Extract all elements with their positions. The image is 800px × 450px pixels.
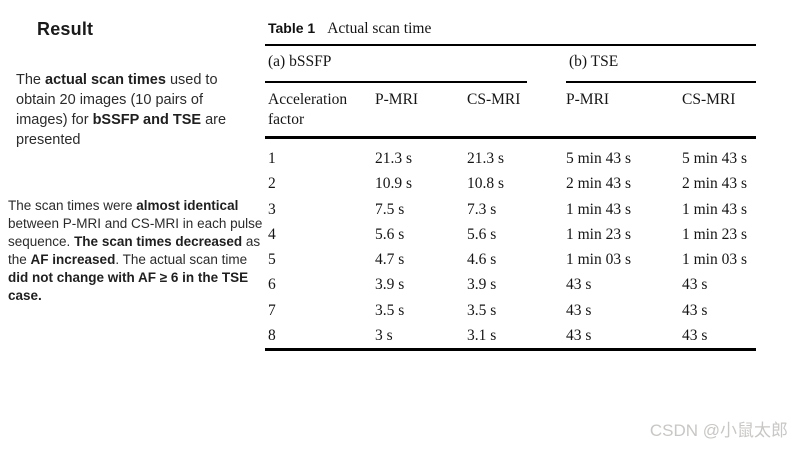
table-cell-bssfp_csmri: 4.6 s — [467, 251, 497, 269]
table-rule-group-bssfp — [265, 81, 527, 83]
text-segment: almost identical — [136, 198, 239, 213]
table-cell-tse_csmri: 2 min 43 s — [682, 175, 748, 193]
table-cell-tse_pmri: 1 min 23 s — [566, 225, 632, 243]
table-cell-tse_pmri: 43 s — [566, 327, 592, 345]
table-header-row: Acceleration factor P-MRI CS-MRI P-MRI C… — [265, 90, 756, 130]
table-title: Table 1 Actual scan time — [268, 20, 431, 38]
column-header-tse-pmri: P-MRI — [566, 91, 610, 108]
table-rule-group-tse — [566, 81, 756, 83]
table-cell-tse_pmri: 2 min 43 s — [566, 175, 632, 193]
table-row: 6 3.9 s 3.9 s 43 s 43 s — [265, 272, 756, 297]
table-cell-bssfp_csmri: 7.3 s — [467, 200, 497, 218]
table-cell-bssfp_pmri: 21.3 s — [375, 150, 413, 167]
table-cell-tse_pmri: 43 s — [566, 276, 592, 294]
table-cell-tse_csmri: 1 min 43 s — [682, 200, 748, 218]
column-header-bssfp-csmri: CS-MRI — [467, 91, 521, 108]
text-segment: used to obtain 20 images (10 pairs of im… — [16, 72, 218, 128]
table-cell-bssfp_pmri: 4.7 s — [375, 251, 405, 269]
table-cell-bssfp_csmri: 3.5 s — [467, 301, 497, 319]
table-cell-bssfp_csmri: 3.9 s — [467, 276, 497, 294]
table-row: 2 10.9 s 10.8 s 2 min 43 s 2 min 43 s — [265, 171, 756, 196]
table-cell-af: 5 — [268, 251, 276, 269]
table-cell-bssfp_pmri: 3.5 s — [375, 301, 405, 319]
table-row: 4 5.6 s 5.6 s 1 min 23 s 1 min 23 s — [265, 222, 756, 247]
table-cell-af: 1 — [268, 150, 276, 167]
table-cell-af: 6 — [268, 276, 276, 294]
table-caption: Actual scan time — [327, 20, 432, 37]
table-cell-tse_csmri: 43 s — [682, 276, 708, 294]
table-cell-tse_csmri: 1 min 03 s — [682, 251, 748, 269]
table-cell-af: 4 — [268, 225, 276, 243]
table-cell-af: 2 — [268, 175, 276, 193]
result-heading: Result — [37, 19, 94, 39]
text-segment: did not change with AF ≥ 6 in the TSE ca… — [8, 270, 249, 303]
table-rule-bottom — [265, 348, 756, 351]
column-header-bssfp-pmri: P-MRI — [375, 91, 419, 108]
table-cell-bssfp_csmri: 21.3 s — [467, 150, 505, 167]
text-segment: The scan times were — [8, 198, 137, 213]
group-header-bssfp: (a) bSSFP — [268, 53, 332, 70]
csdn-watermark: CSDN @小鼠太郎 — [649, 421, 788, 440]
table-cell-bssfp_csmri: 3.1 s — [467, 327, 497, 345]
table-cell-bssfp_csmri: 10.8 s — [467, 175, 505, 193]
table-cell-bssfp_pmri: 5.6 s — [375, 225, 405, 243]
table-cell-tse_csmri: 5 min 43 s — [682, 150, 748, 167]
column-header-tse-csmri: CS-MRI — [682, 91, 736, 108]
table-label: Table 1 — [268, 20, 316, 36]
table-row: 5 4.7 s 4.6 s 1 min 03 s 1 min 03 s — [265, 247, 756, 272]
table-cell-bssfp_pmri: 7.5 s — [375, 200, 405, 218]
text-segment: AF increased — [30, 252, 116, 267]
table-rule-header-bottom — [265, 136, 756, 139]
table-cell-tse_pmri: 1 min 43 s — [566, 200, 632, 218]
table-cell-af: 3 — [268, 200, 276, 218]
table-cell-tse_csmri: 43 s — [682, 301, 708, 319]
result-paragraph-1: The actual scan times used to obtain 20 … — [16, 70, 240, 150]
table-body: 1 21.3 s 21.3 s 5 min 43 s 5 min 43 s 2 10.9 s… — [265, 146, 756, 348]
table-row: 8 3 s 3.1 s 43 s 43 s — [265, 323, 756, 348]
result-panel: Result The actual scan times used to obt… — [0, 0, 265, 450]
text-segment: The scan times decreased — [74, 234, 243, 249]
text-segment: bSSFP and TSE — [92, 112, 202, 128]
result-paragraph-2: The scan times were almost identical bet… — [8, 197, 266, 305]
table-cell-tse_csmri: 43 s — [682, 327, 708, 345]
text-segment: The — [16, 72, 46, 88]
text-segment: are presented — [16, 112, 227, 148]
table-cell-bssfp_pmri: 3.9 s — [375, 276, 405, 294]
table-cell-bssfp_csmri: 5.6 s — [467, 225, 497, 243]
text-segment: . The actual scan time — [115, 252, 248, 267]
table-row: 1 21.3 s 21.3 s 5 min 43 s 5 min 43 s — [265, 146, 756, 171]
scan-time-table: Table 1 Actual scan time (a) bSSFP (b) TS… — [265, 0, 756, 370]
table-rule-top — [265, 44, 756, 46]
table-row: 3 7.5 s 7.3 s 1 min 43 s 1 min 43 s — [265, 197, 756, 222]
table-cell-bssfp_pmri: 10.9 s — [375, 175, 413, 193]
table-cell-bssfp_pmri: 3 s — [375, 327, 393, 345]
table-cell-af: 8 — [268, 327, 276, 345]
table-cell-tse_pmri: 43 s — [566, 301, 592, 319]
table-cell-af: 7 — [268, 301, 276, 319]
table-cell-tse_pmri: 1 min 03 s — [566, 251, 632, 269]
table-row: 7 3.5 s 3.5 s 43 s 43 s — [265, 298, 756, 323]
text-segment: between P-MRI and CS-MRI in each pulse s… — [8, 216, 263, 249]
text-segment: as the — [8, 234, 261, 267]
text-segment: actual scan times — [45, 72, 166, 88]
table-cell-tse_csmri: 1 min 23 s — [682, 225, 748, 243]
group-header-tse: (b) TSE — [569, 53, 619, 70]
column-header-acceleration-factor: Acceleration factor — [268, 91, 348, 128]
table-cell-tse_pmri: 5 min 43 s — [566, 150, 632, 167]
